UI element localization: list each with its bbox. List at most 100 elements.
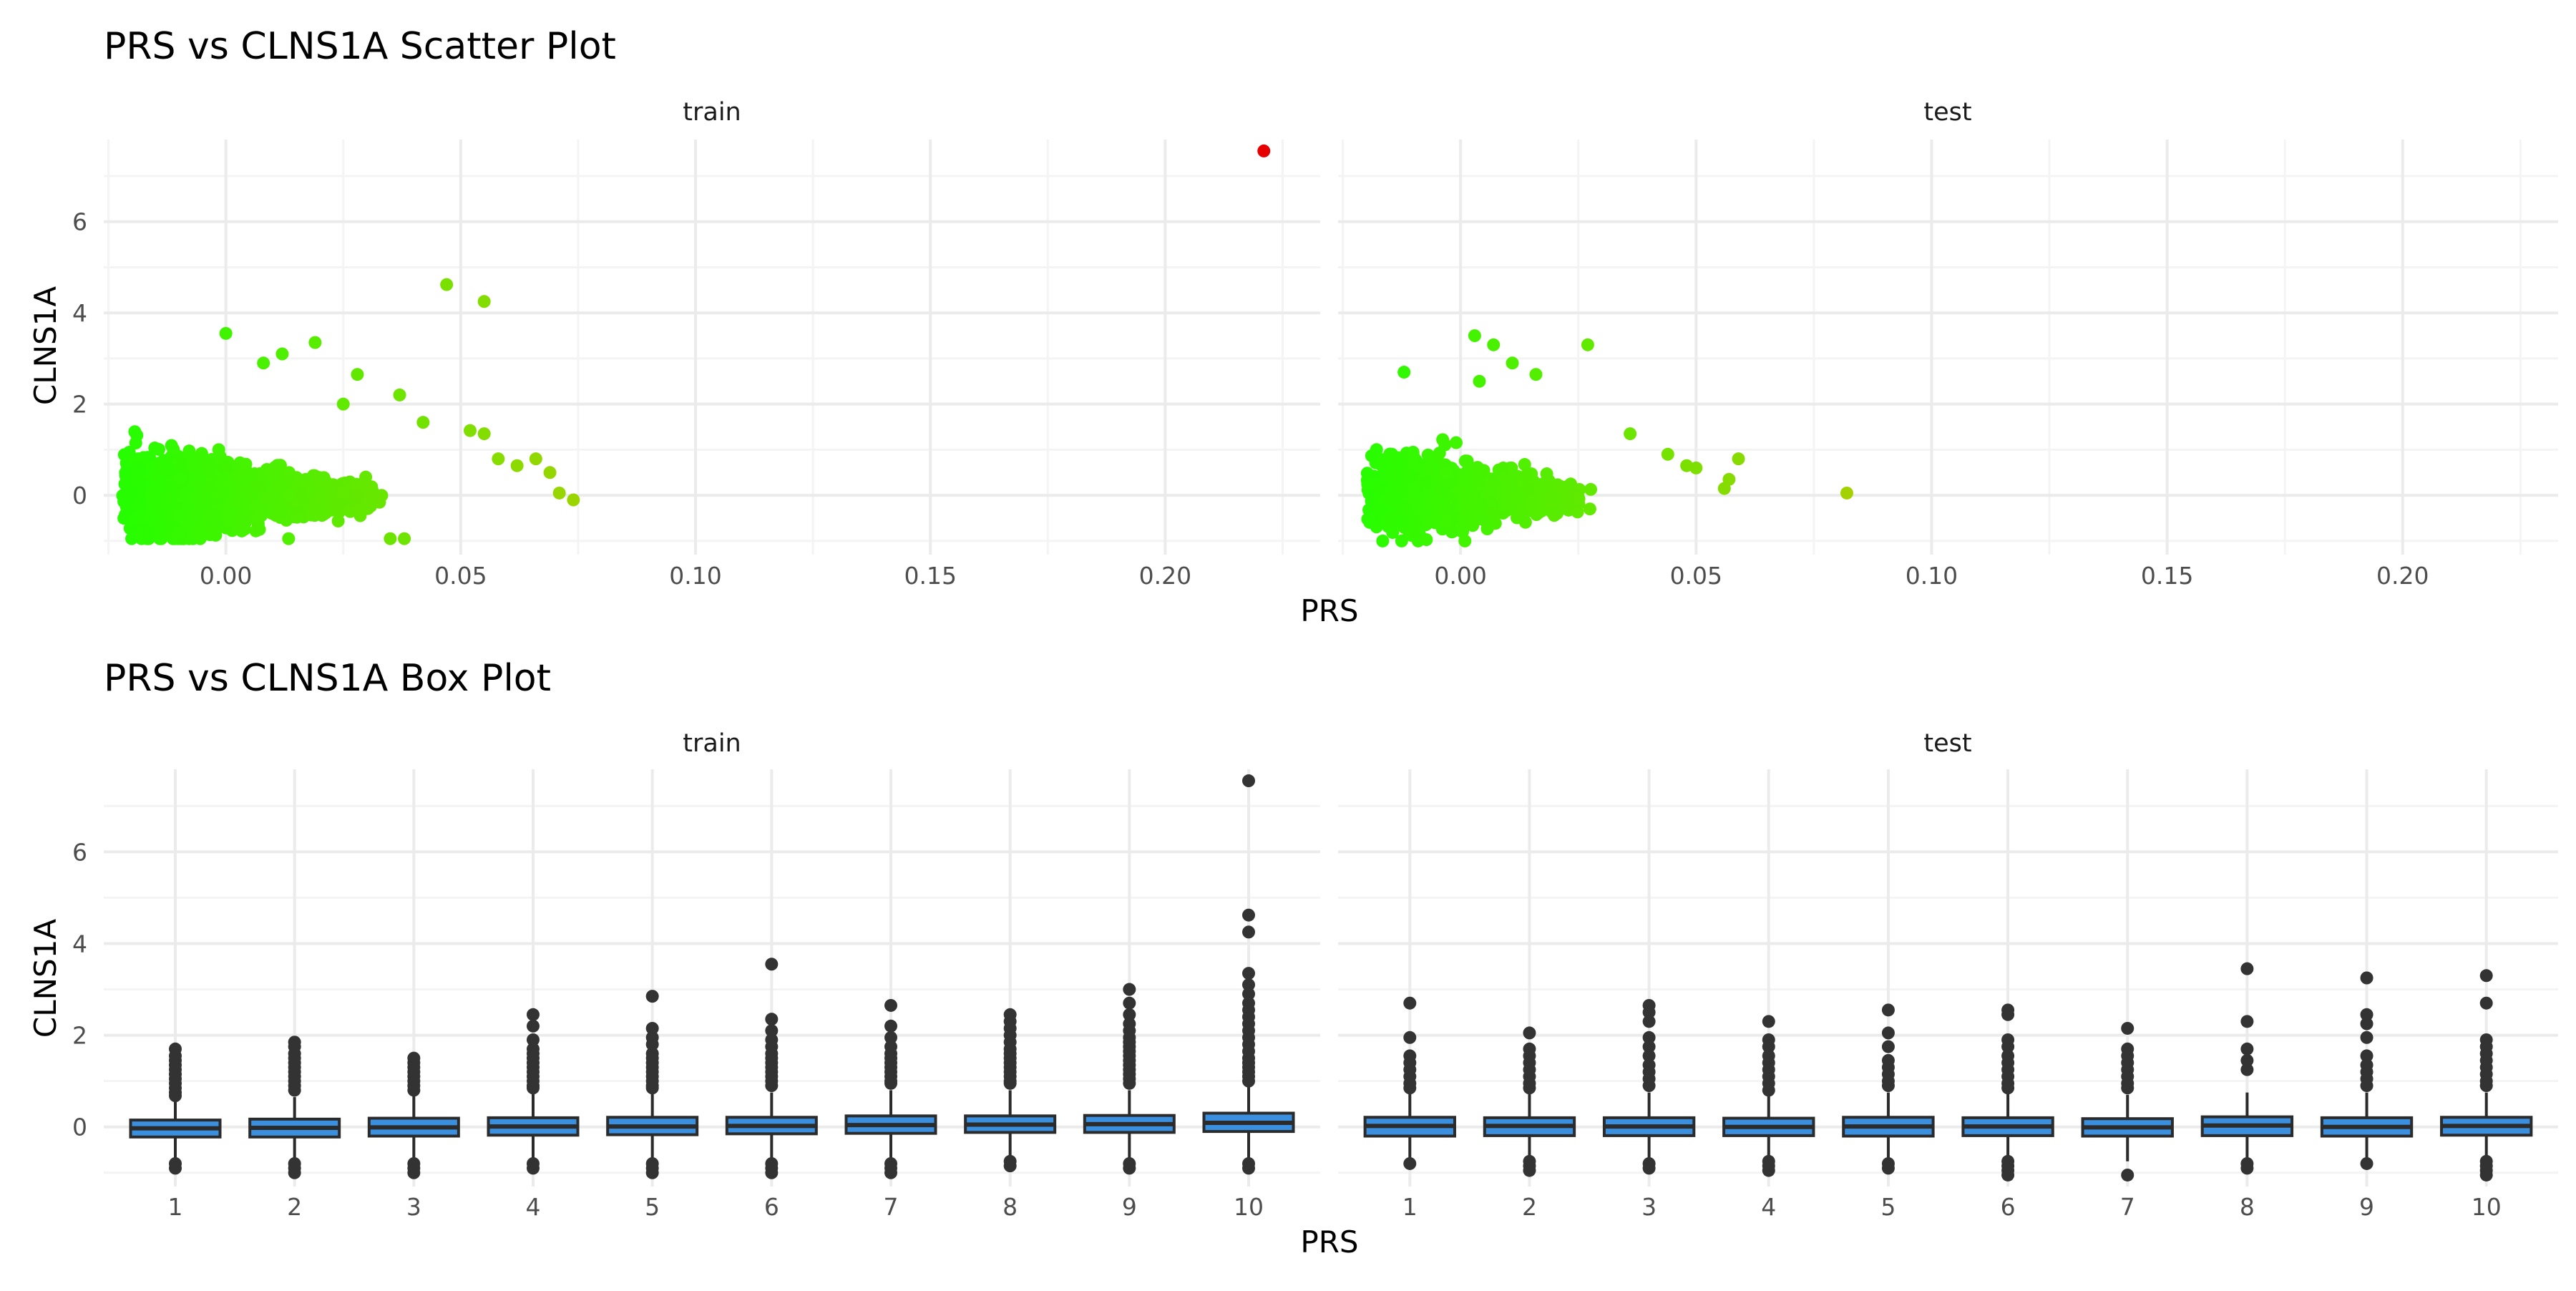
scatter-point (282, 532, 296, 545)
scatter-point (1362, 478, 1376, 492)
scatter-point (350, 490, 364, 504)
scatter-point (1527, 493, 1541, 507)
scatter-point (1689, 461, 1703, 474)
box-panel-train: 0 2 4 6 1 2 3 4 5 6 7 8 9 10 (72, 769, 1320, 1221)
scatter-point (313, 490, 327, 504)
scatter-point (144, 508, 157, 522)
box-outlier (884, 998, 897, 1012)
scatter-panel-train: 0 2 4 6 0.00 0.05 0.10 0.15 0.20 (72, 140, 1320, 590)
scatter-point (1518, 458, 1531, 472)
box-outlier (2121, 1168, 2135, 1182)
box-outlier (2001, 1168, 2015, 1182)
x-tick-label: 7 (884, 1193, 899, 1221)
scatter-point (1535, 504, 1548, 517)
box-outlier (2001, 1081, 2015, 1095)
box-outlier (765, 1013, 779, 1026)
box-outlier (2121, 1021, 2135, 1035)
x-tick-label: 1 (168, 1193, 183, 1221)
scatter-point (1520, 468, 1533, 482)
scatter-point (1458, 454, 1472, 468)
y-tick-label: 6 (72, 208, 87, 236)
box-outlier (1242, 967, 1255, 980)
scatter-point (1439, 467, 1453, 480)
x-tick-label: 0.05 (1670, 562, 1722, 590)
scatter-point (1395, 483, 1408, 497)
scatter-point (343, 505, 357, 518)
scatter-point (1840, 486, 1853, 500)
scatter-point (1449, 436, 1463, 449)
scatter-point (221, 502, 235, 515)
scatter-point (1371, 503, 1385, 517)
box-outlier (2001, 1040, 2015, 1053)
scatter-point (159, 502, 172, 516)
scatter-point (416, 416, 430, 429)
scatter-point (477, 295, 491, 308)
scatter-point (195, 447, 208, 460)
box-outlier (884, 1076, 897, 1090)
scatter-point (1419, 475, 1433, 489)
scatter-point (1365, 449, 1378, 462)
scatter-point (196, 498, 210, 512)
scatter-point (351, 368, 364, 381)
box-outlier (1403, 996, 1417, 1010)
scatter-point (384, 532, 397, 545)
scatter-point (1376, 534, 1390, 547)
scatter-point (1458, 467, 1471, 481)
box-outlier (1123, 996, 1136, 1010)
y-tick-label: 2 (72, 391, 87, 419)
scatter-point (1257, 144, 1271, 157)
scatter-point (162, 466, 175, 479)
box-outlier (1642, 1031, 1656, 1044)
scatter-point (308, 336, 322, 349)
scatter-point (275, 479, 289, 492)
scatter-point (175, 457, 188, 471)
scatter-point (1426, 459, 1440, 472)
box-outlier (1762, 1164, 1775, 1177)
box-outlier (2240, 1053, 2254, 1067)
scatter-point (207, 508, 220, 522)
x-tick-label: 9 (2359, 1193, 2374, 1221)
x-tick-label: 2 (287, 1193, 302, 1221)
scatter-point (1363, 512, 1377, 526)
scatter-point (268, 467, 281, 480)
scatter-point (1383, 447, 1397, 461)
box-outlier (1523, 1026, 1536, 1040)
box-outlier (2360, 1017, 2373, 1031)
scatter-point (253, 480, 266, 494)
box-outlier (1123, 1161, 1136, 1175)
scatter-point (1717, 482, 1731, 495)
scatter-point (1406, 445, 1420, 459)
box-outlier (1003, 1076, 1017, 1090)
box-outlier (2360, 1156, 2373, 1170)
scatter-point (1406, 489, 1420, 503)
scatter-point (173, 472, 187, 486)
scatter-point (180, 501, 194, 515)
box-outlier (1242, 925, 1255, 939)
scatter-point (1407, 458, 1421, 472)
scatter-point (137, 451, 150, 464)
scatter-point (231, 496, 245, 510)
scatter-point (236, 471, 250, 484)
x-tick-label: 3 (406, 1193, 421, 1221)
box-outlier (527, 1161, 540, 1175)
scatter-point (296, 492, 310, 505)
box-outlier (1762, 1040, 1775, 1053)
y-tick-label: 4 (72, 299, 87, 327)
x-tick-label: 8 (1002, 1193, 1018, 1221)
scatter-point (552, 486, 566, 500)
box-outlier (2240, 1042, 2254, 1056)
scatter-point (1468, 329, 1481, 343)
scatter-point (1409, 526, 1423, 540)
scatter-panel-label-test: test (1923, 98, 1971, 127)
box-outlier (1523, 1164, 1536, 1177)
scatter-point (125, 532, 139, 545)
scatter-y-axis-label: CLNS1A (28, 286, 63, 406)
y-tick-label: 6 (72, 838, 87, 866)
scatter-point (1401, 469, 1415, 483)
box-outlier (1242, 774, 1255, 788)
scatter-point (1375, 482, 1388, 496)
scatter-point (123, 485, 137, 499)
scatter-point (510, 459, 524, 472)
scatter-point (1421, 448, 1435, 462)
scatter-point (142, 525, 156, 538)
